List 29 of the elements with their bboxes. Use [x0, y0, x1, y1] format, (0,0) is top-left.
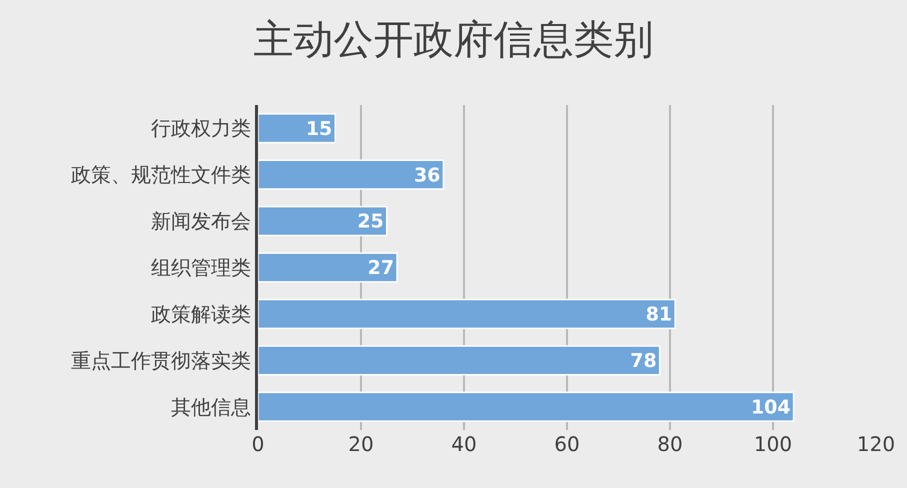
y-tick-label: 组织管理类 — [151, 256, 251, 280]
chart-title: 主动公开政府信息类别 — [254, 17, 654, 64]
y-tick-label: 政策解读类 — [151, 302, 251, 326]
bar — [258, 252, 398, 283]
bar — [258, 206, 388, 236]
data-label: 104 — [750, 396, 791, 418]
data-label: 15 — [306, 118, 332, 140]
data-label: 78 — [630, 350, 657, 372]
x-tick-label: 60 — [554, 432, 580, 456]
y-tick-label: 政策、规范性文件类 — [71, 162, 251, 187]
y-tick-label: 其他信息 — [171, 394, 251, 419]
x-tick-label: 0 — [252, 432, 264, 456]
bar — [258, 345, 660, 376]
bar — [258, 113, 336, 144]
data-label: 36 — [414, 164, 440, 186]
y-tick-label: 行政权力类 — [151, 116, 251, 140]
bar — [258, 160, 444, 190]
x-tick-label: 120 — [856, 432, 896, 456]
x-tick-label: 20 — [348, 432, 374, 456]
y-tick-label: 新闻发布会 — [151, 209, 251, 234]
bar — [258, 298, 676, 330]
x-tick-label: 40 — [451, 432, 477, 456]
data-label: 25 — [357, 210, 384, 233]
data-label: 81 — [646, 304, 672, 326]
x-tick-label: 80 — [657, 432, 683, 456]
data-label: 27 — [368, 257, 394, 280]
x-tick-label: 100 — [754, 432, 792, 456]
y-tick-label: 重点工作贯彻落实类 — [71, 348, 251, 372]
bar — [258, 392, 794, 422]
